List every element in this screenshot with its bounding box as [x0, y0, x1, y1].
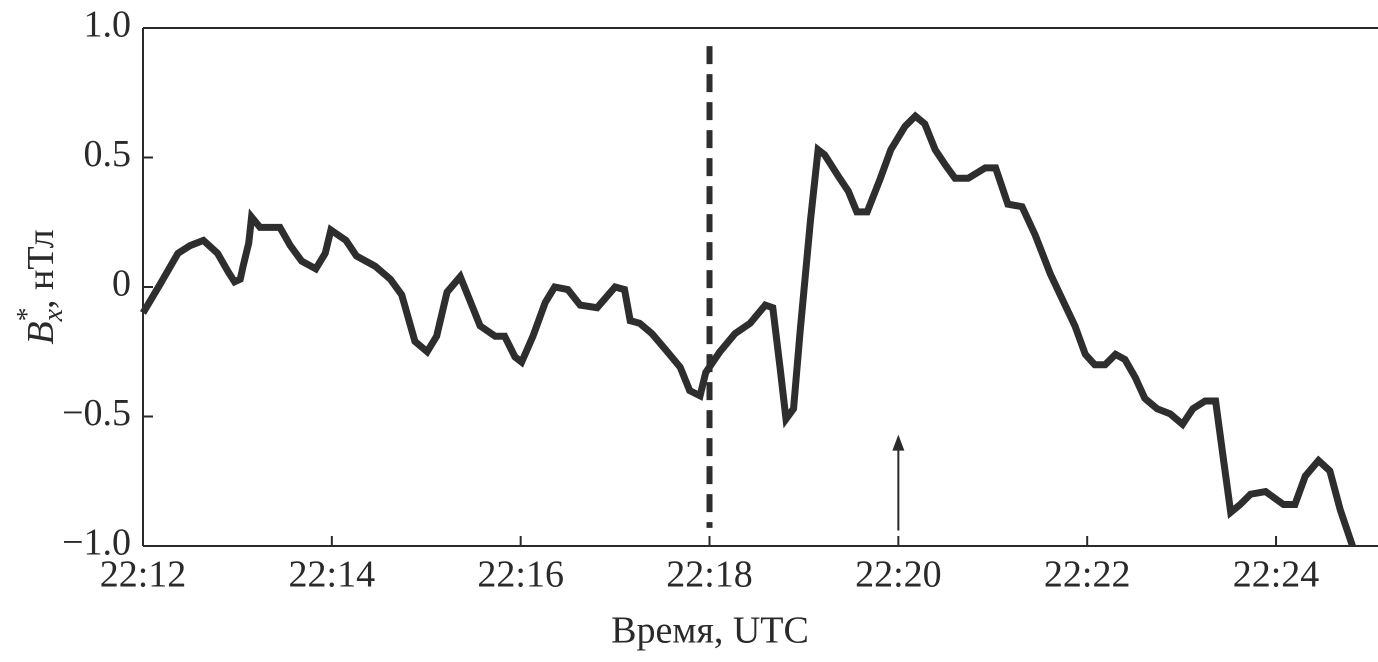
- data-line: [139, 111, 1356, 548]
- y-tick-label: 1.0: [84, 4, 132, 46]
- x-tick-label: 22:20: [855, 554, 942, 596]
- y-axis-label: B*x, нТл: [12, 229, 69, 344]
- arrow-head: [892, 434, 905, 451]
- y-label-rest: , нТл: [20, 229, 62, 309]
- y-tick-label: 0: [112, 263, 131, 305]
- y-tick-label: −1.0: [62, 522, 131, 564]
- y-label-sup: *: [12, 307, 43, 321]
- x-tick-label: 22:22: [1044, 554, 1131, 596]
- x-tick-label: 22:24: [1233, 554, 1320, 596]
- x-tick-label: 22:18: [666, 554, 753, 596]
- x-axis-label: Время, UTC: [611, 610, 809, 652]
- x-tick-label: 22:12: [100, 554, 187, 596]
- y-tick-label: 0.5: [84, 133, 132, 175]
- y-label-sub: x: [38, 308, 69, 322]
- y-label-main: B: [20, 321, 62, 344]
- x-tick-label: 22:14: [289, 554, 376, 596]
- x-tick-label: 22:16: [477, 554, 564, 596]
- y-tick-label: −0.5: [62, 392, 131, 434]
